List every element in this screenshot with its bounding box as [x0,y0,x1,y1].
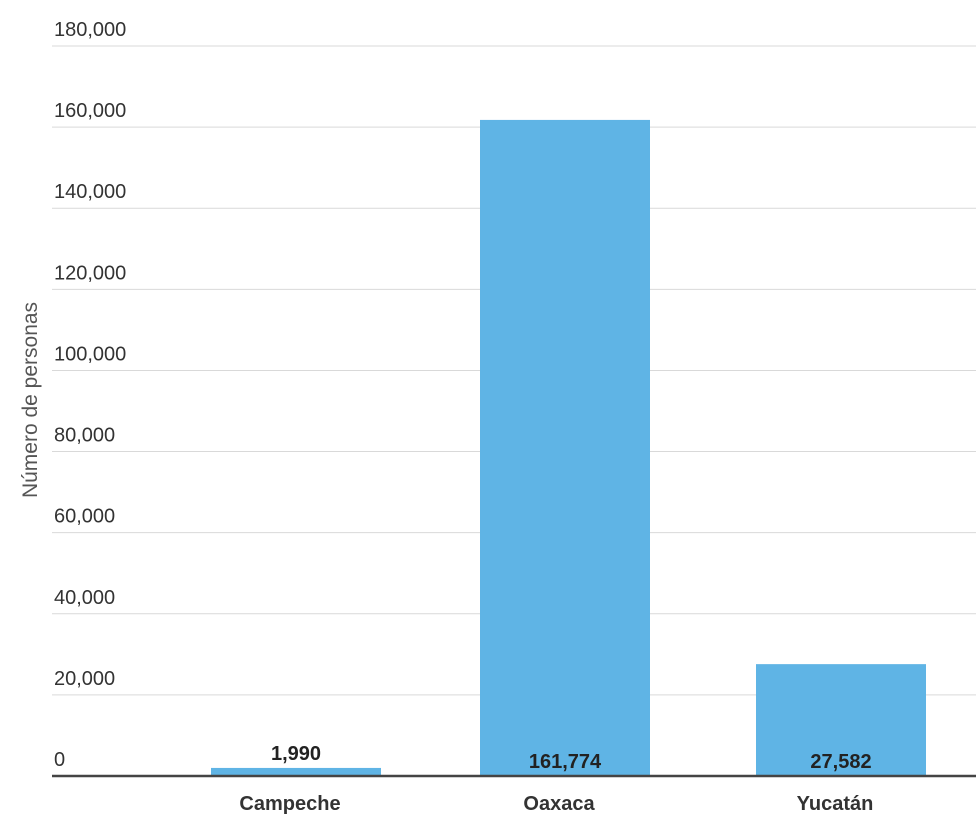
y-tick-label: 100,000 [54,343,126,365]
y-tick-label: 40,000 [54,587,115,609]
y-tick-label: 180,000 [54,19,126,41]
y-tick-label: 60,000 [54,506,115,528]
y-tick-label: 0 [54,749,65,771]
bar [480,119,650,776]
x-category-label: Oaxaca [523,793,595,815]
y-tick-label: 80,000 [54,425,115,447]
y-axis-label: Número de personas [19,302,42,498]
y-axis-ticks: 0 20,000 40,000 60,000 80,000 100,000 120,000 1… [54,19,126,771]
bar-value-label: 27,582 [810,751,871,773]
x-category-label: Campeche [239,793,340,815]
bar-value-label: 1,990 [271,743,321,765]
y-tick-label: 20,000 [54,668,115,690]
value-labels: 1,990 161,774 27,582 [271,743,872,773]
y-tick-label: 160,000 [54,100,126,122]
bar [211,767,381,776]
x-category-label: Yucatán [797,793,874,815]
category-labels: Campeche Oaxaca Yucatán [239,793,873,815]
y-tick-label: 140,000 [54,181,126,203]
bars [211,119,926,776]
y-tick-label: 120,000 [54,262,126,284]
bar [756,664,926,776]
bar-value-label: 161,774 [529,751,602,773]
